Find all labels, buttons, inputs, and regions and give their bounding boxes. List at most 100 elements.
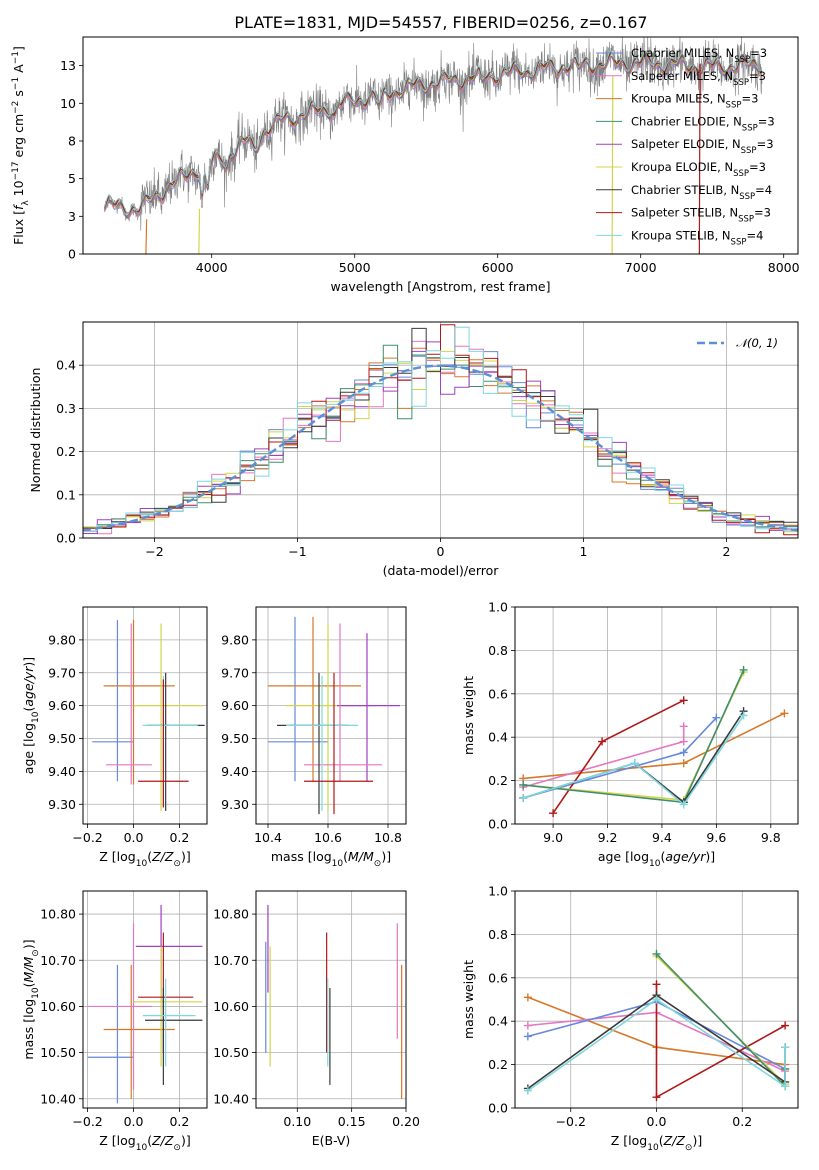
data-point-salpeter_miles [679,737,688,746]
y-axis-label: mass weight [461,676,476,755]
data-point-chabrier_elodie [652,949,661,958]
x-tick-label: 0 [437,544,445,559]
plot-area [256,607,406,824]
x-tick-label: 9.6 [706,830,726,845]
x-tick-label: 0.20 [392,1114,420,1129]
y-tick-label: 0 [68,247,76,262]
y-axis-label: age [log10(age/yr)] [21,657,41,774]
legend-entry: Salpeter ELODIE, NSSP=3 [631,137,774,156]
data-point-salpeter_stelib [679,696,688,705]
x-tick-label: 10.8 [374,830,402,845]
legend-entry: Kroupa MILES, NSSP=3 [631,92,758,111]
data-point-salpeter_miles [523,1021,532,1030]
y-tick-label: 0.8 [488,927,508,942]
x-axis-label: Z [log10(Z/Z⊙)] [99,849,191,869]
series-line-salpeter_stelib [552,699,685,814]
x-tick-label: 9.2 [598,830,618,845]
series-line-kroupa_stelib [522,715,745,806]
x-tick-label: 9.8 [761,830,781,845]
y-axis-label: Normed distribution [28,368,43,493]
y-tick-label: 5 [68,171,76,186]
x-tick-label: 0.0 [124,830,144,845]
y-tick-label: 0.6 [488,970,508,985]
x-tick-label: −0.2 [556,1114,586,1129]
panel-residual-histogram: −2 −1 0 1 2 0.0 0.1 0.2 0.3 0.4 (data-model)/error… [28,321,799,578]
x-tick-label: −0.2 [72,830,102,845]
y-tick-label: 10.40 [40,1091,76,1106]
plot-area [515,891,798,1108]
data-point-chabrier_miles [679,748,688,757]
plot-area [104,37,763,254]
axes-frame [82,321,799,539]
y-tick-label: 9.70 [221,665,249,680]
y-tick-label: 10.60 [213,999,249,1014]
panel-spectrum: 4000 5000 6000 7000 8000 0 3 5 8 10 13 wavelength [… [11,36,800,294]
x-tick-label: 0.0 [124,1114,144,1129]
model-spectrum-kroupa_stelib [104,50,763,215]
x-tick-label: 9.0 [543,830,563,845]
spectrum-legend: Chabrier MILES, NSSP=3 Salpeter MILES, NS… [596,46,775,247]
data-point-kroupa_stelib [630,759,639,768]
x-tick-label: 8000 [768,260,800,275]
y-tick-label: 1.0 [488,884,508,899]
y-tick-label: 0.0 [488,817,508,832]
y-tick-label: 1.0 [488,600,508,615]
legend-entry: 𝒩(0, 1) [736,336,778,350]
x-axis-label: wavelength [Angstrom, rest frame] [330,279,550,294]
model-masked-spike [145,219,148,254]
y-tick-label: 9.80 [48,632,76,647]
series-line-kroupa_miles [523,712,785,780]
y-tick-label: 10.50 [40,1045,76,1060]
gridlines [515,607,798,824]
y-tick-label: 10.80 [213,907,249,922]
gridlines [83,891,207,1108]
x-tick-label: 5000 [339,260,371,275]
y-tick-label: 0.4 [488,1014,508,1029]
panel-age-vs-Z: −0.2 0.0 0.2 9.30 9.40 9.50 9.60 9.70 9.80 Z [log… [21,606,208,869]
data-point-kroupa_stelib [781,1082,790,1091]
data-point-kroupa_miles [523,993,532,1002]
y-tick-label: 8 [68,133,76,148]
y-tick-label: 10.60 [40,999,76,1014]
data-point-chabrier_elodie [739,665,748,674]
x-tick-label: 0.2 [169,1114,189,1129]
x-axis-label: Z [log10(Z/Z⊙)] [611,1133,703,1153]
x-axis-label: (data-model)/error [383,563,500,578]
model-masked-spike [198,208,201,254]
plot-area [83,322,798,538]
y-tick-label: 10.40 [213,1091,249,1106]
y-tick-label: 0.2 [488,1057,508,1072]
legend-entry: Chabrier ELODIE, NSSP=3 [631,114,775,133]
histogram-kroupa_stelib [83,326,798,532]
gridlines [256,607,406,824]
data-point-kroupa_stelib [519,793,528,802]
data-spectrum-line [104,37,763,231]
y-tick-label: 9.80 [221,632,249,647]
x-tick-label: −0.2 [72,1114,102,1129]
x-tick-label: 10.4 [254,830,282,845]
y-tick-label: 10.70 [40,953,76,968]
y-tick-label: 0.1 [56,487,76,502]
data-point-kroupa_stelib [652,995,661,1004]
model-spectrum-kroupa_elodie [104,51,762,216]
legend-entry: Salpeter STELIB, NSSP=3 [631,206,771,225]
y-tick-label: 9.40 [48,764,76,779]
x-tick-label: 10.6 [314,830,342,845]
y-tick-label: 10 [60,96,76,111]
gridlines [515,891,798,1108]
series-line-chabrier_miles [522,717,717,799]
y-axis-label: mass [log10(M/M⊙)] [21,939,41,1059]
y-tick-label: 9.30 [48,797,76,812]
axes-frame [82,890,208,1109]
y-tick-label: 0.2 [488,773,508,788]
gaussian-curve [83,364,798,532]
histogram-kroupa_elodie [83,350,798,533]
panel-age-vs-mass: 10.4 10.6 10.8 9.30 9.40 9.50 9.60 9.70 9.80 mass… [221,606,407,869]
data-point-chabrier_elodie [519,780,528,789]
plot-area [515,607,798,824]
axes-frame [514,890,799,1109]
y-tick-label: 0.4 [56,358,76,373]
data-point-salpeter_stelib [652,1093,661,1102]
x-tick-label: −1 [288,544,306,559]
